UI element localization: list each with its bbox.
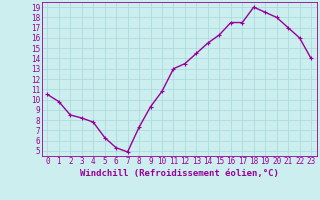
- X-axis label: Windchill (Refroidissement éolien,°C): Windchill (Refroidissement éolien,°C): [80, 169, 279, 178]
